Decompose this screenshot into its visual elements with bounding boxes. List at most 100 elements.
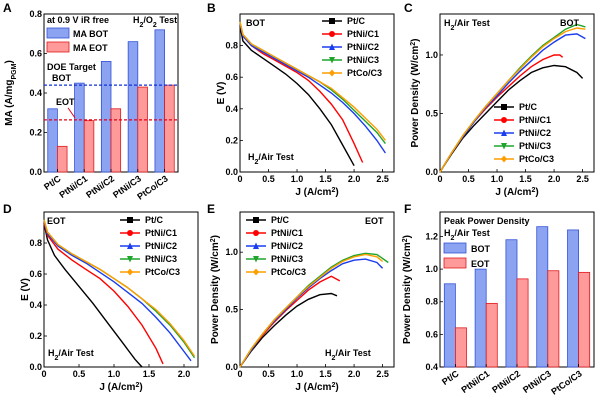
legend-label: PtNi/C1 [347, 29, 379, 39]
series-line [439, 23, 586, 173]
legend-marker [253, 217, 259, 223]
x-tick-label: 0.5 [462, 174, 475, 184]
y-tick-label: 0.0 [225, 362, 238, 372]
bar-eot [485, 302, 498, 368]
series-ptni-c3 [239, 21, 386, 145]
panel-d: D 0 0.5 1.0 1.5 2.0 0.0 0.2 0.4 0.6 0.8 Pt/C PtNi/C1… [3, 202, 199, 393]
legend-marker [253, 242, 259, 249]
panel-c: C 0 0.5 1.0 1.5 2.0 2.5 0.0 0.5 1.0 Pt/C PtNi/C1 PtN… [404, 1, 595, 199]
panel-title: EOT [365, 216, 384, 226]
test-label: H2/Air Test [48, 348, 94, 362]
y-tick-label: 0.4 [29, 300, 42, 310]
y-tick-label: 0.5 [225, 305, 238, 315]
x-tick-label: 0.5 [262, 369, 275, 379]
legend-marker [127, 230, 133, 236]
bar-ma-bot [154, 29, 165, 173]
y-axis-label: E (V) [20, 278, 31, 301]
y-tick-label: 1.0 [225, 247, 238, 257]
bar-bot [505, 239, 518, 368]
x-tick-label: 2.0 [178, 369, 191, 379]
y-tick-label: 1.2 [425, 231, 438, 241]
legend-marker [329, 43, 335, 50]
legend-marker [329, 69, 335, 77]
x-tick-label: PtCo/C3 [135, 173, 169, 201]
legend-label: PtCo/C3 [347, 68, 382, 78]
panel-title: Peak Power Density [444, 216, 530, 226]
legend-label: Pt/C [145, 215, 164, 225]
series-ptco-c3 [239, 21, 386, 141]
legend-label: EOT [471, 259, 490, 269]
series-line [239, 253, 384, 368]
series-line [43, 219, 196, 357]
series-ptni-c1 [43, 222, 164, 365]
panel-letter: E [207, 202, 215, 216]
y-tick-label: 0.8 [29, 9, 42, 19]
series-line [239, 23, 364, 163]
bar-ma-bot [74, 82, 85, 173]
legend-label: Pt/C [271, 215, 290, 225]
x-tick-label: 1.5 [319, 369, 332, 379]
panel-letter: F [404, 202, 411, 216]
x-tick-label: 1.5 [143, 369, 156, 379]
panel-title: EOT [47, 216, 66, 226]
y-tick-label: 0.8 [29, 238, 42, 248]
legend-label: PtNi/C1 [519, 115, 551, 125]
series-line [43, 221, 192, 362]
bar-ma-bot [47, 108, 58, 173]
legend-label: PtNi/C2 [519, 128, 551, 138]
legend: Pt/C PtNi/C1 PtNi/C2 PtNi/C3 PtCo/C3 [494, 102, 554, 164]
bar-bot [443, 283, 456, 368]
y-tick-label: 0.6 [29, 49, 42, 59]
test-label: H2/Air Test [248, 152, 294, 166]
x-tick-label: 0 [41, 369, 46, 379]
legend-label: PtNi/C3 [145, 254, 177, 264]
legend-swatch-bot [46, 27, 70, 39]
legend-marker [127, 268, 133, 276]
series-line [439, 33, 586, 173]
legend-marker [127, 256, 133, 263]
series-line [439, 64, 584, 173]
x-tick-label: PtNi/C3 [521, 368, 553, 395]
y-tick-label: 0.8 [425, 297, 438, 307]
legend-marker [253, 230, 259, 236]
y-tick-label: 0.6 [425, 329, 438, 339]
series-line [43, 222, 143, 368]
plot-frame [43, 211, 199, 368]
legend: Pt/C PtNi/C1 PtNi/C2 PtNi/C3 PtCo/C3 [322, 16, 382, 78]
bar-ma-eot [83, 120, 95, 173]
y-tick-label: 0.2 [225, 135, 238, 145]
y-tick-label: 0.0 [225, 167, 238, 177]
legend-marker [127, 242, 133, 249]
series-ptni-c2 [43, 221, 192, 362]
x-axis-label: J (A/cm2) [495, 187, 538, 199]
panel-title: BOT [246, 18, 266, 28]
y-tick-label: 1.0 [425, 50, 438, 60]
y-tick-label: 0.6 [225, 72, 238, 82]
series-ptni-c1 [239, 23, 364, 163]
plot-frame [239, 211, 395, 368]
legend-label: PtNi/C2 [347, 42, 379, 52]
legend-marker [127, 217, 133, 223]
legend-label: PtNi/C3 [519, 141, 551, 151]
series-ptni-c3 [439, 23, 586, 173]
x-tick-label: 1.5 [519, 174, 532, 184]
panel-b: B 0 0.5 1.0 1.5 2.0 2.5 0.0 0.2 0.4 0.6 0.8 Pt/C PtNi… [207, 1, 395, 198]
y-tick-label: 0.2 [29, 331, 42, 341]
panel-e: E 0 0.5 1.0 1.5 2.0 2.5 0.0 0.5 1.0 Pt/C PtNi/C1 PtN… [207, 202, 395, 393]
bar-ma-eot [164, 84, 175, 173]
panel-letter: A [3, 1, 12, 15]
y-tick-label: 0.0 [29, 362, 42, 372]
legend-label: PtNi/C2 [145, 241, 177, 251]
series-ptco-c3 [43, 219, 196, 357]
test-label: H2/Air Test [444, 228, 490, 242]
legend-marker [253, 256, 259, 263]
bar-ma-bot [127, 41, 139, 173]
legend-label: BOT [471, 244, 491, 254]
legend-label: PtNi/C3 [347, 55, 379, 65]
y-tick-label: 0.4 [425, 362, 438, 372]
series-line [239, 23, 386, 154]
legend-label: PtCo/C3 [519, 154, 554, 164]
y-tick-label: 0.4 [225, 104, 238, 114]
legend-label: PtNi/C3 [271, 254, 303, 264]
